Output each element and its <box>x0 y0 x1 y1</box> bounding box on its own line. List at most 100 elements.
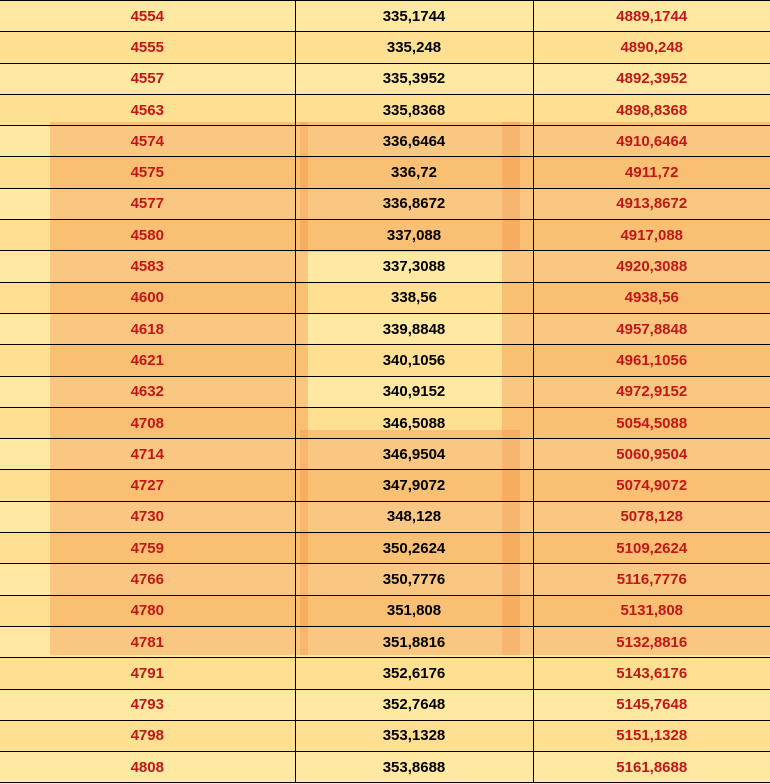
table-cell[interactable]: 4563 <box>0 94 295 125</box>
table-cell[interactable]: 5143,6176 <box>533 658 770 689</box>
table-row: 4781351,88165132,8816 <box>0 626 770 657</box>
table-cell[interactable]: 351,808 <box>295 595 533 626</box>
table-row: 4621340,10564961,1056 <box>0 345 770 376</box>
table-row: 4780351,8085131,808 <box>0 595 770 626</box>
table-cell[interactable]: 4600 <box>0 282 295 313</box>
table-cell[interactable]: 346,9504 <box>295 439 533 470</box>
table-cell[interactable]: 4957,8848 <box>533 313 770 344</box>
table-cell[interactable]: 350,7776 <box>295 564 533 595</box>
table-cell[interactable]: 338,56 <box>295 282 533 313</box>
table-row: 4759350,26245109,2624 <box>0 533 770 564</box>
table-cell[interactable]: 4781 <box>0 626 295 657</box>
table-cell[interactable]: 4961,1056 <box>533 345 770 376</box>
table-cell[interactable]: 4898,8368 <box>533 94 770 125</box>
table-cell[interactable]: 336,72 <box>295 157 533 188</box>
table-cell[interactable]: 5074,9072 <box>533 470 770 501</box>
table-cell[interactable]: 4911,72 <box>533 157 770 188</box>
table-cell[interactable]: 339,8848 <box>295 313 533 344</box>
table-row: 4583337,30884920,3088 <box>0 251 770 282</box>
table-cell[interactable]: 4557 <box>0 63 295 94</box>
spreadsheet-viewport: 4554335,17444889,17444555335,2484890,248… <box>0 0 770 784</box>
table-cell[interactable]: 352,6176 <box>295 658 533 689</box>
table-cell[interactable]: 353,8688 <box>295 752 533 783</box>
table-row: 4577336,86724913,8672 <box>0 188 770 219</box>
table-cell[interactable]: 336,8672 <box>295 188 533 219</box>
table-cell[interactable]: 4890,248 <box>533 32 770 63</box>
table-cell[interactable]: 4621 <box>0 345 295 376</box>
table-cell[interactable]: 4972,9152 <box>533 376 770 407</box>
table-row: 4766350,77765116,7776 <box>0 564 770 595</box>
table-row: 4555335,2484890,248 <box>0 32 770 63</box>
table-cell[interactable]: 5116,7776 <box>533 564 770 595</box>
table-cell[interactable]: 4577 <box>0 188 295 219</box>
table-cell[interactable]: 4920,3088 <box>533 251 770 282</box>
table-cell[interactable]: 5060,9504 <box>533 439 770 470</box>
table-cell[interactable]: 350,2624 <box>295 533 533 564</box>
table-cell[interactable]: 4798 <box>0 720 295 751</box>
table-cell[interactable]: 4574 <box>0 126 295 157</box>
table-cell[interactable]: 4766 <box>0 564 295 595</box>
table-row: 4730348,1285078,128 <box>0 501 770 532</box>
table-cell[interactable]: 4938,56 <box>533 282 770 313</box>
table-cell[interactable]: 4575 <box>0 157 295 188</box>
table-cell[interactable]: 4791 <box>0 658 295 689</box>
table-row: 4798353,13285151,1328 <box>0 720 770 751</box>
table-cell[interactable]: 4780 <box>0 595 295 626</box>
table-cell[interactable]: 4889,1744 <box>533 1 770 32</box>
table-cell[interactable]: 337,3088 <box>295 251 533 282</box>
table-row: 4557335,39524892,3952 <box>0 63 770 94</box>
table-row: 4632340,91524972,9152 <box>0 376 770 407</box>
table-cell[interactable]: 351,8816 <box>295 626 533 657</box>
table-cell[interactable]: 4917,088 <box>533 220 770 251</box>
table-cell[interactable]: 347,9072 <box>295 470 533 501</box>
table-cell[interactable]: 4555 <box>0 32 295 63</box>
table-cell[interactable]: 4708 <box>0 407 295 438</box>
table-cell[interactable]: 4554 <box>0 1 295 32</box>
table-cell[interactable]: 348,128 <box>295 501 533 532</box>
table-cell[interactable]: 4892,3952 <box>533 63 770 94</box>
table-cell[interactable]: 5109,2624 <box>533 533 770 564</box>
table-cell[interactable]: 4727 <box>0 470 295 501</box>
table-cell[interactable]: 4808 <box>0 752 295 783</box>
table-cell[interactable]: 352,7648 <box>295 689 533 720</box>
table-row: 4708346,50885054,5088 <box>0 407 770 438</box>
table-cell[interactable]: 340,1056 <box>295 345 533 376</box>
table-cell[interactable]: 335,248 <box>295 32 533 63</box>
table-cell[interactable]: 336,6464 <box>295 126 533 157</box>
table-cell[interactable]: 5054,5088 <box>533 407 770 438</box>
table-body: 4554335,17444889,17444555335,2484890,248… <box>0 1 770 783</box>
table-cell[interactable]: 4910,6464 <box>533 126 770 157</box>
table-cell[interactable]: 346,5088 <box>295 407 533 438</box>
table-row: 4618339,88484957,8848 <box>0 313 770 344</box>
table-cell[interactable]: 4913,8672 <box>533 188 770 219</box>
data-table: 4554335,17444889,17444555335,2484890,248… <box>0 0 770 783</box>
table-row: 4575336,724911,72 <box>0 157 770 188</box>
table-row: 4808353,86885161,8688 <box>0 752 770 783</box>
table-cell[interactable]: 4618 <box>0 313 295 344</box>
table-cell[interactable]: 5131,808 <box>533 595 770 626</box>
table-cell[interactable]: 337,088 <box>295 220 533 251</box>
table-cell[interactable]: 5078,128 <box>533 501 770 532</box>
table-cell[interactable]: 4759 <box>0 533 295 564</box>
table-cell[interactable]: 4730 <box>0 501 295 532</box>
table-cell[interactable]: 335,8368 <box>295 94 533 125</box>
table-row: 4791352,61765143,6176 <box>0 658 770 689</box>
table-row: 4727347,90725074,9072 <box>0 470 770 501</box>
table-cell[interactable]: 335,3952 <box>295 63 533 94</box>
table-cell[interactable]: 5132,8816 <box>533 626 770 657</box>
table-cell[interactable]: 353,1328 <box>295 720 533 751</box>
table-cell[interactable]: 4793 <box>0 689 295 720</box>
table-cell[interactable]: 5161,8688 <box>533 752 770 783</box>
table-row: 4574336,64644910,6464 <box>0 126 770 157</box>
table-row: 4580337,0884917,088 <box>0 220 770 251</box>
table-cell[interactable]: 4580 <box>0 220 295 251</box>
table-cell[interactable]: 340,9152 <box>295 376 533 407</box>
table-cell[interactable]: 4632 <box>0 376 295 407</box>
table-row: 4714346,95045060,9504 <box>0 439 770 470</box>
table-cell[interactable]: 4714 <box>0 439 295 470</box>
table-row: 4793352,76485145,7648 <box>0 689 770 720</box>
table-cell[interactable]: 335,1744 <box>295 1 533 32</box>
table-cell[interactable]: 4583 <box>0 251 295 282</box>
table-cell[interactable]: 5145,7648 <box>533 689 770 720</box>
table-cell[interactable]: 5151,1328 <box>533 720 770 751</box>
